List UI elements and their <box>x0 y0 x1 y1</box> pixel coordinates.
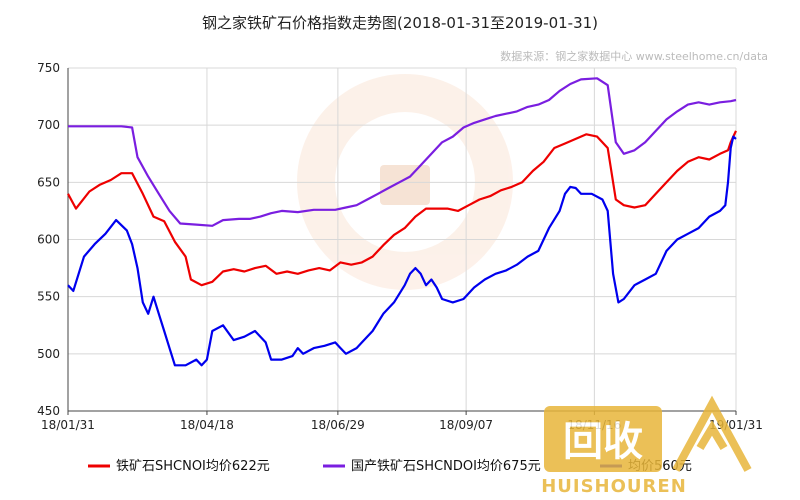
chart-title: 钢之家铁矿石价格指数走势图(2018-01-31至2019-01-31) <box>202 14 598 32</box>
y-tick-label: 550 <box>37 290 60 304</box>
x-tick-label: 18/04/18 <box>180 418 234 432</box>
series-line <box>67 130 737 287</box>
x-tick-label: 18/09/07 <box>439 418 493 432</box>
watermark-mountain-icon <box>672 395 752 472</box>
y-tick-label: 500 <box>37 347 60 361</box>
y-tick-label: 450 <box>37 404 60 418</box>
legend-label: 国产铁矿石SHCNDOI均价675元 <box>351 459 541 474</box>
series-line <box>67 135 737 367</box>
y-tick-label: 600 <box>37 233 60 247</box>
y-tick-label: 700 <box>37 118 60 132</box>
series-line <box>68 77 737 227</box>
y-tick-label: 650 <box>37 175 60 189</box>
huishouren-watermark: 回收 HUISHOUREN <box>541 395 752 497</box>
watermark-brand-pinyin: HUISHOUREN <box>541 476 687 497</box>
x-tick-label: 18/06/29 <box>311 418 365 432</box>
watermark-brand-text: 回收 <box>563 419 643 465</box>
y-tick-label: 750 <box>37 61 60 75</box>
series-lines <box>67 77 737 367</box>
data-source-label: 数据来源：钢之家数据中心 www.steelhome.cn/data <box>500 49 768 63</box>
legend-label: 铁矿石SHCNOI均价622元 <box>116 459 270 474</box>
x-tick-label: 18/01/31 <box>41 418 95 432</box>
